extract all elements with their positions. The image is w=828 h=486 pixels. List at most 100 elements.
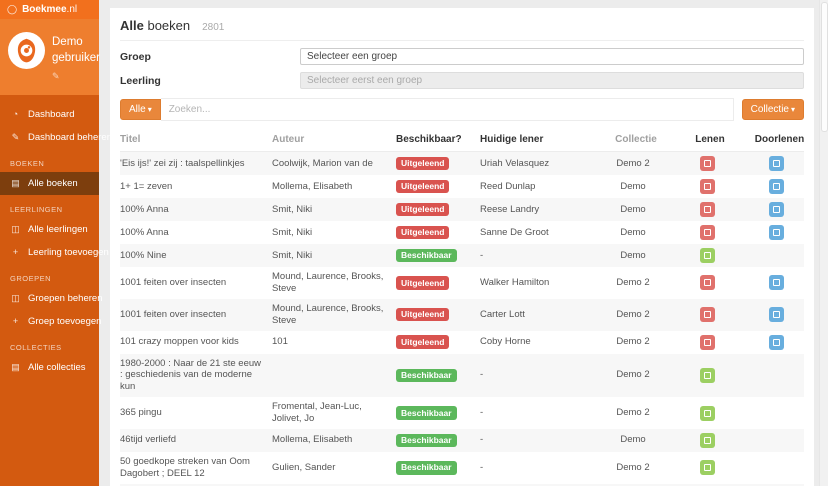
book-icon — [773, 279, 780, 287]
collection-name: Demo 2 — [616, 407, 650, 419]
search-input[interactable] — [160, 98, 734, 121]
search-row: Alle▾ Collectie▾ — [120, 98, 804, 121]
edit-icon: ✎ — [11, 131, 20, 142]
collection-name: Demo 2 — [616, 461, 650, 473]
lenen-button[interactable] — [699, 367, 715, 383]
nav-section-label: LEERLINGEN — [10, 204, 63, 214]
column-header-lenen[interactable]: Lenen — [695, 134, 725, 145]
sidebar-item-alle-boeken[interactable]: ▤ Alle boeken — [0, 171, 99, 195]
table-row: 1001 feiten over insecten Mound, Laurence… — [120, 298, 804, 331]
column-header-beschikbaar-[interactable]: Beschikbaar? — [396, 134, 462, 145]
scrollbar[interactable] — [819, 0, 828, 486]
sidebar-item-alle-collecties[interactable]: ▤ Alle collecties — [0, 356, 99, 379]
book-author: Gulien, Sander — [272, 461, 336, 473]
leerling-select[interactable]: Selecteer eerst een groep — [300, 72, 804, 89]
group-icon: ◫ — [11, 292, 20, 303]
doorlenen-button[interactable] — [769, 225, 784, 240]
lenen-button[interactable] — [699, 275, 715, 291]
book-author: Mollema, Elisabeth — [272, 434, 353, 446]
book-icon — [703, 436, 711, 444]
sidebar-item-alle-leerlingen[interactable]: ◫ Alle leerlingen — [0, 218, 99, 241]
scrollbar-thumb[interactable] — [820, 2, 828, 132]
table-row: 50 vrolijke verzinsels van Wilie WortelC… — [120, 483, 804, 486]
doorlenen-button[interactable] — [769, 275, 784, 291]
sidebar-item-groepen-beheren[interactable]: ◫ Groepen beheren — [0, 287, 102, 310]
current-borrower: - — [480, 249, 484, 261]
book-author: Coolwijk, Marion van de — [272, 157, 373, 169]
book-icon — [703, 229, 711, 236]
status-badge: Beschikbaar — [396, 406, 457, 420]
column-header-doorlenen[interactable]: Doorlenen — [754, 134, 805, 145]
brand-name: Boekmee.nl — [22, 4, 78, 15]
status-badge: Uitgeleend — [396, 335, 450, 349]
lenen-button[interactable] — [699, 405, 715, 421]
book-icon — [703, 183, 711, 190]
doorlenen-button[interactable] — [769, 156, 784, 171]
sidebar-item-dashboard[interactable]: ◔ Dashboard — [0, 103, 99, 126]
book-title: 1980-2000 : Naar de 21 ste eeuw : geschi… — [120, 357, 262, 393]
doorlenen-button[interactable] — [769, 307, 784, 323]
lenen-button[interactable] — [699, 460, 715, 476]
current-borrower: Carter Lott — [480, 308, 525, 320]
search-scope-button[interactable]: Alle ▾ — [120, 99, 161, 120]
doorlenen-button[interactable] — [769, 202, 784, 217]
chevron-down-icon: ▾ — [147, 105, 152, 114]
sidebar-item-dashboard-beheren[interactable]: ✎ Dashboard beheren — [0, 126, 112, 149]
groep-label: Groep — [120, 50, 151, 63]
book-author: Fromental, Jean-Luc, Jolivet, Jo — [272, 401, 362, 424]
table-row: 101 crazy moppen voor kids 101 Uitgeleend C… — [120, 331, 804, 354]
lenen-button[interactable] — [699, 225, 715, 240]
lenen-button[interactable] — [699, 156, 715, 171]
status-badge: Uitgeleend — [396, 225, 450, 240]
doorlenen-button[interactable] — [769, 179, 784, 194]
lenen-button[interactable] — [699, 307, 715, 323]
status-badge: Beschikbaar — [396, 433, 457, 448]
status-badge: Uitgeleend — [396, 202, 450, 217]
collectie-button[interactable]: Collectie ▾ — [741, 99, 804, 120]
table-row: 50 goedkope streken van Oom Dagobert ; D… — [120, 452, 804, 484]
books-table: Titel Auteur Beschikbaar? Huidige lener Coll… — [120, 130, 804, 486]
current-borrower: Walker Hamilton — [480, 276, 550, 288]
lenen-button[interactable] — [699, 202, 715, 217]
sidebar-item-leerling-toevoegen[interactable]: + Leerling toevoegen — [0, 241, 109, 264]
lenen-button[interactable] — [699, 432, 715, 448]
nav-section-label: GROEPEN — [10, 273, 52, 283]
lenen-button[interactable] — [699, 334, 715, 350]
book-title: 100% Anna — [120, 226, 169, 238]
lenen-button[interactable] — [699, 179, 715, 194]
status-badge: Beschikbaar — [396, 460, 457, 475]
book-title: 46tijd verliefd — [120, 434, 176, 446]
current-borrower: - — [480, 407, 484, 419]
collection-name: Demo 2 — [616, 276, 650, 288]
doorlenen-button[interactable] — [769, 334, 784, 350]
column-header-titel[interactable]: Titel — [120, 134, 141, 145]
brand[interactable]: ◯ Boekmee.nl — [0, 0, 99, 19]
book-icon — [773, 206, 780, 213]
column-header-collectie[interactable]: Collectie — [615, 134, 657, 145]
sidebar-item-groep-toevoegen[interactable]: + Groep toevoegen — [0, 310, 102, 333]
edit-profile-icon[interactable]: ✎ — [52, 71, 60, 82]
current-borrower: - — [480, 461, 484, 473]
book-icon — [773, 311, 780, 319]
user-name: Demo gebruiker ✎ — [52, 32, 100, 85]
column-header-auteur[interactable]: Auteur — [272, 134, 305, 145]
boekmee-logo-icon — [17, 38, 36, 63]
user-profile[interactable]: Demo gebruiker ✎ — [0, 19, 100, 95]
column-header-huidige-lener[interactable]: Huidige lener — [480, 134, 544, 145]
book-author: Mound, Laurence, Brooks, Steve — [272, 271, 384, 294]
book-title: 101 crazy moppen voor kids — [120, 336, 239, 348]
lenen-button[interactable] — [699, 248, 715, 263]
groep-select[interactable]: Selecteer een groep — [300, 48, 804, 65]
current-borrower: Sanne De Groot — [480, 226, 549, 238]
leerling-filter-row: Leerling Selecteer eerst een groep — [120, 72, 804, 89]
groep-filter-row: Groep Selecteer een groep — [120, 48, 804, 65]
book-icon: ▤ — [11, 177, 20, 188]
page-header: Alle boeken 2801 — [120, 18, 804, 41]
students-icon: ◫ — [11, 223, 20, 234]
book-title: 1001 feiten over insecten — [120, 276, 227, 288]
table-row: 46tijd verliefd Mollema, Elisabeth Beschik… — [120, 428, 804, 452]
table-row: 100% Nine Smit, Niki Beschikbaar - Demo — [120, 244, 804, 267]
main-area: Alle boeken 2801 Groep Selecteer een gro… — [99, 0, 819, 486]
avatar — [8, 32, 45, 69]
